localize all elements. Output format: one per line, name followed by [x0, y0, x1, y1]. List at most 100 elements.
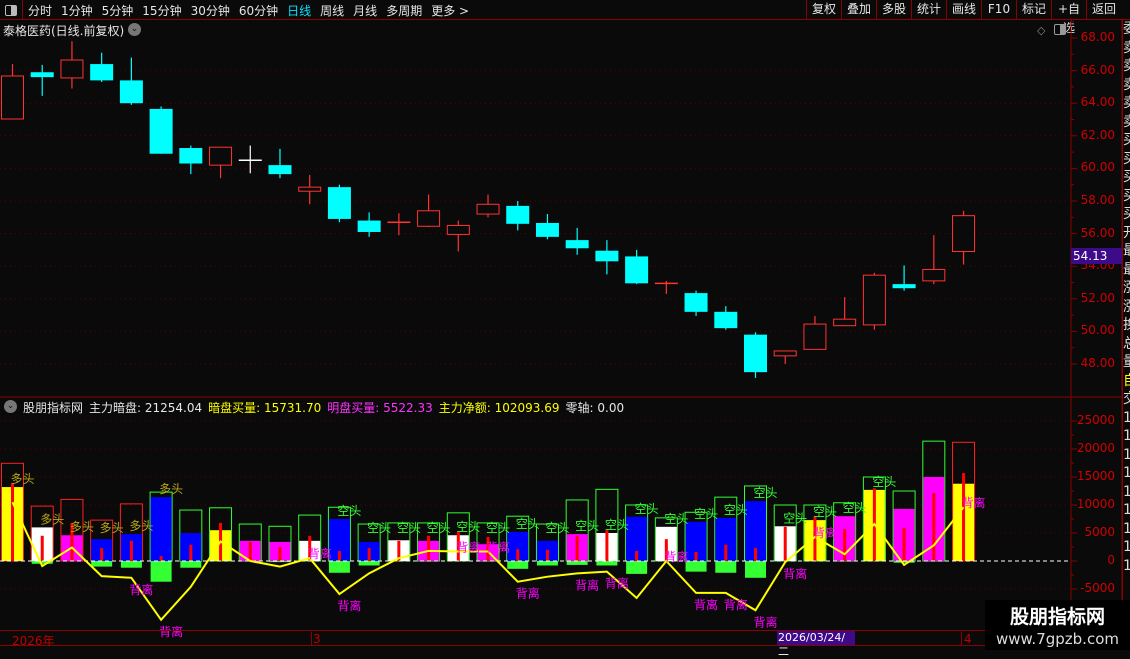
- period-tab[interactable]: 分时: [28, 4, 53, 18]
- indicator-red-line: [902, 527, 906, 561]
- signal-label: 多头: [100, 521, 124, 535]
- divergence-label: 背离: [337, 598, 361, 613]
- indicator-value: 暗盘买量: 15731.70: [208, 401, 322, 415]
- price-tick-label: 50.00: [1080, 323, 1115, 338]
- indicator-tick-label: 15000: [1076, 469, 1115, 483]
- period-tab[interactable]: 5分钟: [101, 4, 134, 18]
- candle-body-down: [684, 293, 708, 312]
- indicator-red-line: [456, 531, 460, 561]
- divergence-label: 背离: [962, 495, 986, 510]
- side-panel-item: 1: [1123, 538, 1130, 557]
- side-panel-item: 涨: [1123, 279, 1130, 298]
- indicator-fill-bar: [626, 516, 648, 561]
- chevron-down-icon[interactable]: ⌄: [4, 400, 17, 413]
- price-tick-label: 64.00: [1080, 95, 1115, 110]
- divergence-label: 背离: [664, 549, 688, 564]
- toolbar-button[interactable]: 返回: [1086, 0, 1121, 20]
- period-tab[interactable]: 月线: [353, 4, 378, 18]
- period-tab[interactable]: 30分钟: [190, 4, 230, 18]
- period-tab[interactable]: 1分钟: [61, 4, 93, 18]
- divergence-label: 背离: [783, 566, 807, 581]
- indicator-red-line: [308, 535, 312, 561]
- indicator-fill-bar: [715, 517, 737, 561]
- toolbar-button[interactable]: 多股: [876, 0, 911, 20]
- toolbar-button[interactable]: 画线: [946, 0, 981, 20]
- indicator-negative-bar: [150, 561, 172, 582]
- period-toolbar: 分时 1分钟 5分钟 15分钟 30分钟 60分钟 日线 周线 月线 多周期 更多 > 复权 叠加 多股…: [0, 0, 1130, 35]
- indicator-header: ⌄ 股朋指标网 主力暗盘: 21254.04 暗盘买量: 15731.70 明盘买量…: [4, 399, 624, 416]
- side-panel-item: 委: [1123, 20, 1130, 39]
- signal-label: 空头: [813, 505, 837, 519]
- indicator-red-line: [575, 535, 579, 561]
- price-tick-label: 60.00: [1080, 160, 1115, 175]
- indicator-red-line: [159, 555, 163, 561]
- period-tab[interactable]: 更多 >: [431, 4, 470, 18]
- candle-body-up: [209, 146, 233, 166]
- side-panel-item: 1: [1123, 427, 1130, 446]
- indicator-red-line: [962, 473, 966, 561]
- period-tab[interactable]: 日线: [287, 4, 312, 18]
- side-panel-item: 换: [1123, 316, 1130, 335]
- side-panel-item: 买: [1123, 168, 1130, 187]
- candle-body-down: [506, 205, 530, 224]
- divergence-label: 背离: [724, 597, 748, 612]
- signal-label: 空头: [724, 503, 748, 517]
- toolbar-button[interactable]: 统计: [911, 0, 946, 20]
- candle-body-down: [714, 311, 738, 329]
- layout-toggle-icon[interactable]: [1054, 24, 1066, 35]
- quote-side-panel[interactable]: 委卖卖卖卖卖买买买买买开最最涨涨换总量自交111111111: [1122, 20, 1130, 600]
- side-panel-item: 卖: [1123, 57, 1130, 76]
- toolbar-button[interactable]: 标记: [1016, 0, 1051, 20]
- side-panel-item: 1: [1123, 501, 1130, 520]
- candle-body-up: [922, 268, 946, 282]
- candle-body-down: [268, 165, 292, 175]
- indicator-tick-label: -5000: [1080, 581, 1115, 595]
- indicator-negative-bar: [715, 561, 737, 573]
- watermark-title: 股朋指标网: [1009, 606, 1105, 628]
- indicator-red-line: [754, 548, 757, 561]
- side-panel-item: 买: [1123, 205, 1130, 224]
- period-tab[interactable]: 60分钟: [238, 4, 279, 18]
- side-panel-item: 1: [1123, 520, 1130, 539]
- chevron-down-icon[interactable]: ⌄: [128, 23, 141, 36]
- side-panel-item: 最: [1123, 242, 1130, 261]
- indicator-value: 明盘买量: 5522.33: [327, 401, 433, 415]
- divergence-label: 背离: [605, 576, 629, 591]
- toolbar-button[interactable]: F10: [981, 0, 1016, 20]
- indicator-red-line: [70, 522, 74, 561]
- indicator-negative-bar: [31, 561, 53, 564]
- candle-body-down: [595, 250, 619, 262]
- side-panel-item: 1: [1123, 557, 1130, 576]
- indicator-negative-bar: [180, 561, 202, 568]
- side-panel-item: 总: [1123, 335, 1130, 354]
- period-tab[interactable]: 多周期: [386, 4, 423, 18]
- diamond-icon[interactable]: ◇: [1037, 24, 1046, 37]
- indicator-fill-bar: [328, 519, 350, 561]
- indicator-fill-bar: [685, 521, 707, 561]
- indicator-tick-label: 25000: [1076, 413, 1115, 427]
- signal-label: 空头: [843, 501, 867, 515]
- indicator-red-line: [694, 552, 698, 561]
- candle-body-down: [892, 284, 916, 289]
- panel-toggle-icon[interactable]: [0, 0, 23, 20]
- function-buttons: 复权 叠加 多股 统计 画线 F10 标记 +自选 返回: [806, 0, 1121, 35]
- indicator-value: 主力暗盘: 21254.04: [89, 401, 203, 415]
- indicator-name[interactable]: 股朋指标网: [23, 401, 84, 415]
- divergence-label: 背离: [129, 582, 153, 597]
- side-panel-item: 自: [1123, 372, 1130, 391]
- side-panel-item: 卖: [1123, 39, 1130, 58]
- toolbar-button[interactable]: 叠加: [841, 0, 876, 20]
- signal-label: 空头: [486, 521, 510, 535]
- period-tab[interactable]: 15分钟: [142, 4, 182, 18]
- chart-title: 泰格医药(日线.前复权): [3, 24, 125, 38]
- period-tab[interactable]: 周线: [320, 4, 345, 18]
- indicator-negative-bar: [120, 561, 142, 568]
- signal-label: 空头: [575, 519, 599, 533]
- candle-body-up: [60, 59, 84, 79]
- side-panel-item: 买: [1123, 131, 1130, 150]
- side-panel-item: 1: [1123, 409, 1130, 428]
- indicator-red-line: [40, 535, 44, 561]
- indicator-negative-bar: [358, 561, 380, 566]
- toolbar-button[interactable]: 复权: [806, 0, 841, 20]
